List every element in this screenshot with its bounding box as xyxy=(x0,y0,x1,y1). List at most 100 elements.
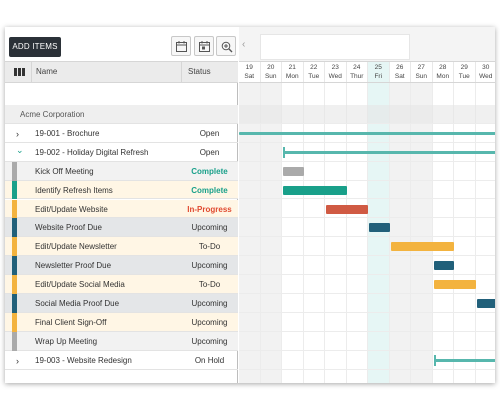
scroll-left-icon[interactable]: ‹ xyxy=(242,39,246,50)
row-name: Acme Corporation xyxy=(20,110,85,119)
day-number: 19 xyxy=(245,64,253,71)
day-of-week: Sat xyxy=(244,73,255,80)
task-color-stripe xyxy=(12,256,17,276)
task-row[interactable]: Wrap Up Meeting Upcoming xyxy=(5,331,238,351)
row-status: Upcoming xyxy=(191,223,228,233)
task-row[interactable]: Final Client Sign-Off Upcoming xyxy=(5,312,238,332)
timeline-scroller: ‹ xyxy=(239,27,495,61)
row-name: 19-003 - Website Redesign xyxy=(35,355,132,365)
task-row[interactable]: Social Media Proof Due Upcoming xyxy=(5,294,238,313)
calendar-today-button[interactable] xyxy=(194,36,214,56)
row-status: To-Do xyxy=(198,280,221,290)
day-header: 19 Sat 20 Sun 21 Mon 22 Tue 23 Wed 24 Thur 25 Fri 26 Sa… xyxy=(239,61,495,83)
day-header-cell: 26 Sat xyxy=(390,62,411,82)
timeline-row xyxy=(239,143,495,162)
row-status: In-Progress xyxy=(187,204,232,214)
status-column-header[interactable]: Status xyxy=(181,62,238,82)
task-bar[interactable] xyxy=(390,242,454,252)
row-status: Open xyxy=(199,147,220,157)
task-color-stripe xyxy=(12,275,17,294)
project-summary-bar[interactable] xyxy=(239,131,495,135)
project-summary-bar[interactable] xyxy=(284,150,495,154)
task-row[interactable]: Identify Refresh Items Complete xyxy=(5,180,238,200)
add-items-button[interactable]: ADD ITEMS xyxy=(9,37,61,57)
task-row[interactable]: Website Proof Due Upcoming xyxy=(5,218,238,238)
day-column xyxy=(282,83,304,383)
project-row[interactable]: › 19-001 - Brochure Open xyxy=(5,124,238,143)
day-header-cell: 21 Mon xyxy=(282,62,304,82)
task-color-stripe xyxy=(12,294,17,313)
columns-icon[interactable] xyxy=(14,68,25,76)
task-row[interactable]: Edit/Update Newsletter To-Do xyxy=(5,237,238,257)
day-number: 21 xyxy=(288,64,296,71)
row-name: Wrap Up Meeting xyxy=(35,336,98,346)
row-status: To-Do xyxy=(198,242,221,252)
day-of-week: Tue xyxy=(308,73,320,80)
task-bar[interactable] xyxy=(433,261,454,271)
name-column-header[interactable]: Name xyxy=(36,67,58,76)
row-status: Upcoming xyxy=(191,317,228,327)
timeline-panel: ‹ 19 Sat 20 Sun 21 Mon 22 Tue 23 Wed 24 Thur 25 Fri 26… xyxy=(239,27,495,383)
day-number: 22 xyxy=(310,64,318,71)
day-header-cell: 20 Sun xyxy=(261,62,282,82)
day-column xyxy=(454,83,476,383)
timeline-row xyxy=(239,313,495,332)
day-of-week: Mon xyxy=(285,73,299,80)
row-status: Open xyxy=(199,128,220,138)
task-color-stripe xyxy=(12,312,17,332)
day-header-cell: 22 Tue xyxy=(304,62,325,82)
collapse-chevron-icon[interactable]: ⌄ xyxy=(16,144,24,155)
toolbar: ADD ITEMS xyxy=(5,27,238,61)
task-bar[interactable] xyxy=(283,185,347,195)
timeline-row xyxy=(239,275,495,294)
day-column xyxy=(260,83,282,383)
timeline-row xyxy=(239,162,495,181)
timeline-row xyxy=(239,105,495,124)
day-number: 27 xyxy=(417,64,425,71)
row-name: Final Client Sign-Off xyxy=(35,317,107,327)
summary-start-marker xyxy=(433,354,436,366)
task-row[interactable]: Edit/Update Social Media To-Do xyxy=(5,275,238,294)
row-status: Upcoming xyxy=(191,299,228,308)
day-number: 23 xyxy=(331,64,339,71)
task-bar[interactable] xyxy=(369,223,390,233)
row-status: Upcoming xyxy=(191,261,228,271)
company-row[interactable]: Acme Corporation xyxy=(5,105,238,124)
day-header-cell: 30 Wed xyxy=(476,62,496,82)
row-status: Complete xyxy=(191,185,228,195)
project-row[interactable]: › 19-003 - Website Redesign On Hold xyxy=(5,351,238,370)
day-number: 28 xyxy=(439,64,447,71)
row-status: On Hold xyxy=(194,355,225,365)
row-name: Website Proof Due xyxy=(35,223,102,233)
task-color-stripe xyxy=(12,161,17,181)
zoom-button[interactable] xyxy=(216,36,236,56)
day-of-week: Thur xyxy=(350,73,364,80)
task-bar[interactable] xyxy=(326,204,368,214)
task-color-stripe xyxy=(12,237,17,257)
project-row[interactable]: ⌄ 19-002 - Holiday Digital Refresh Open xyxy=(5,143,238,162)
task-bar[interactable] xyxy=(283,166,304,176)
timeline-scroll-track[interactable] xyxy=(260,34,410,60)
task-bar[interactable] xyxy=(476,299,495,308)
task-bar[interactable] xyxy=(433,280,476,290)
expand-chevron-icon[interactable]: › xyxy=(16,355,19,366)
day-number: 25 xyxy=(374,64,382,71)
timeline-row xyxy=(239,256,495,276)
day-of-week: Wed xyxy=(328,73,342,80)
row-name: Kick Off Meeting xyxy=(35,166,94,176)
calendar-button[interactable] xyxy=(171,36,191,56)
timeline-row xyxy=(239,218,495,238)
day-header-cell: 19 Sat xyxy=(239,62,261,82)
day-number: 30 xyxy=(482,64,490,71)
day-of-week: Sun xyxy=(415,73,428,80)
expand-chevron-icon[interactable]: › xyxy=(16,128,19,139)
task-row[interactable]: Edit/Update Website In-Progress xyxy=(5,199,238,219)
day-column xyxy=(325,83,347,383)
row-status: Upcoming xyxy=(191,336,228,346)
calendar-today-icon xyxy=(199,41,210,52)
header-divider xyxy=(31,62,32,82)
task-row[interactable]: Kick Off Meeting Complete xyxy=(5,161,238,181)
task-row[interactable]: Newsletter Proof Due Upcoming xyxy=(5,256,238,276)
day-header-cell: 24 Thur xyxy=(347,62,368,82)
project-summary-bar[interactable] xyxy=(434,358,495,362)
